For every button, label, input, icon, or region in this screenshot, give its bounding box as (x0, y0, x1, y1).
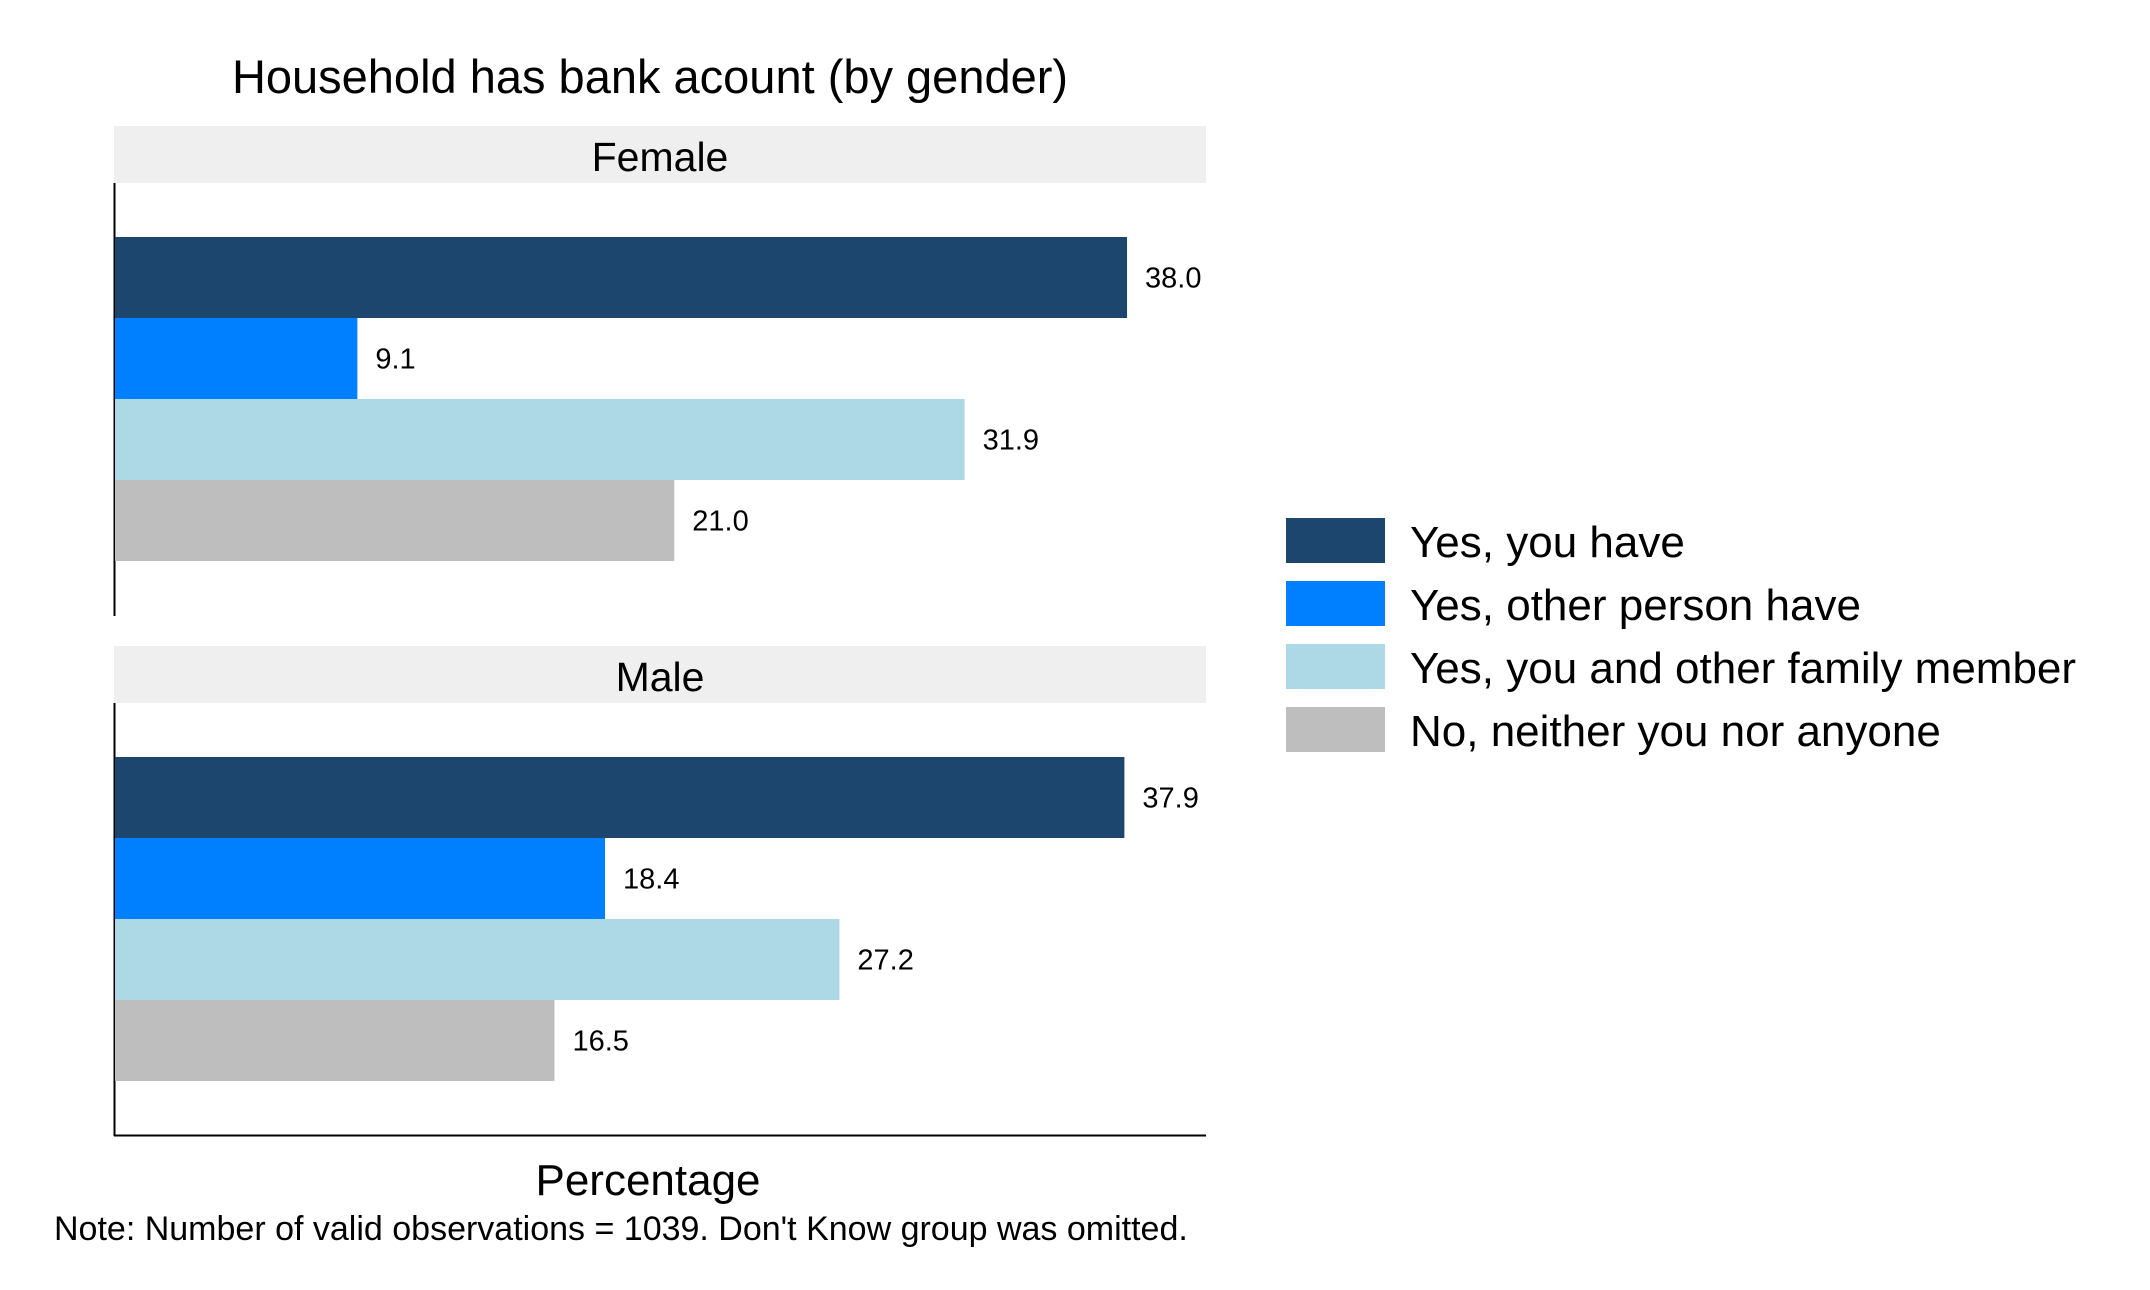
legend: Yes, you have Yes, other person have Yes… (1286, 518, 2076, 756)
value-label-female-no-neither-you-nor-anyone: 21.0 (692, 506, 748, 538)
bar-female-yes-you-have (115, 237, 1128, 318)
bar-group-male: 37.9 18.4 27.2 16.5 (115, 757, 1199, 1081)
bar-male-no-neither-you-nor-anyone (115, 1000, 555, 1081)
bar-group-female: 38.0 9.1 31.9 21.0 (115, 237, 1202, 561)
value-label-female-yes-you-and-other-family-member: 31.9 (983, 425, 1039, 457)
bar-male-yes-other-person-have (115, 838, 606, 919)
value-label-female-yes-you-have: 38.0 (1145, 263, 1201, 295)
facet-strip-male (114, 646, 1206, 703)
bar-male-yes-you-have (115, 757, 1125, 838)
legend-swatch-yes-you-and-other-family-member (1286, 644, 1385, 689)
bar-female-yes-you-and-other-family-member (115, 399, 965, 480)
x-axis-title: Percentage (535, 1156, 760, 1205)
chart-title: Household has bank acount (by gender) (232, 50, 1068, 103)
legend-label-yes-you-and-other-family-member: Yes, you and other family member (1410, 644, 2076, 693)
value-label-male-yes-you-have: 37.9 (1142, 783, 1198, 815)
legend-swatch-no-neither-you-nor-anyone (1286, 707, 1385, 752)
bar-female-no-neither-you-nor-anyone (115, 480, 675, 561)
legend-label-yes-you-have: Yes, you have (1410, 518, 1685, 567)
bar-female-yes-other-person-have (115, 318, 358, 399)
chart-note: Note: Number of valid observations = 103… (54, 1210, 1188, 1248)
legend-label-yes-other-person-have: Yes, other person have (1410, 581, 1861, 630)
value-label-female-yes-other-person-have: 9.1 (375, 344, 415, 376)
legend-label-no-neither-you-nor-anyone: No, neither you nor anyone (1410, 707, 1941, 756)
value-label-male-yes-other-person-have: 18.4 (623, 864, 679, 896)
value-label-male-no-neither-you-nor-anyone: 16.5 (572, 1026, 628, 1058)
facet-label-female: Female (592, 134, 729, 180)
facet-label-male: Male (616, 654, 705, 700)
value-label-male-yes-you-and-other-family-member: 27.2 (857, 945, 913, 977)
legend-swatch-yes-other-person-have (1286, 581, 1385, 626)
bar-male-yes-you-and-other-family-member (115, 919, 840, 1000)
legend-swatch-yes-you-have (1286, 518, 1385, 563)
facet-strip-female (114, 126, 1206, 183)
